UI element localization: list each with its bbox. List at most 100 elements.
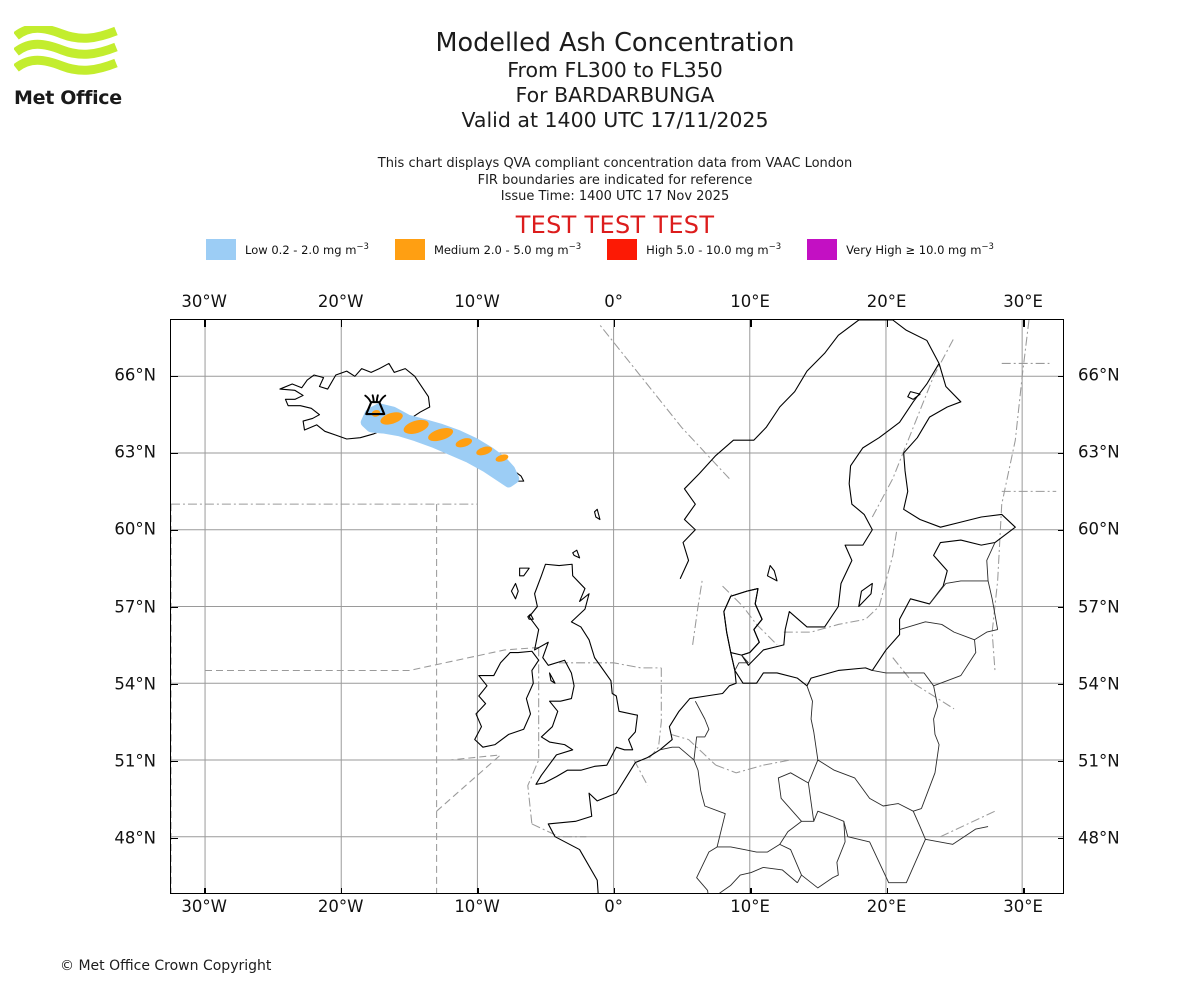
test-banner: TEST TEST TEST [515, 210, 715, 239]
fir-boundary [647, 667, 662, 761]
lon-tick [340, 320, 343, 327]
lon-label-bot: 20°W [317, 897, 364, 916]
copyright-notice: © Met Office Crown Copyright [60, 958, 272, 974]
coastline-island [766, 564, 778, 582]
legend-low: Low 0.2 - 2.0 mg m−3 [206, 239, 369, 260]
ash-medium-blob [403, 419, 429, 434]
country-border [807, 759, 922, 812]
lon-label-top: 10°E [730, 292, 770, 311]
coastline-france-iberia [547, 792, 599, 893]
lon-label-bot: 30°E [1003, 897, 1043, 916]
lat-tick [1058, 375, 1063, 378]
country-border [929, 580, 989, 605]
met-office-logo: Met Office [13, 23, 134, 112]
lat-tick [1058, 452, 1063, 455]
coastline-great-britain [528, 563, 639, 785]
fir-boundary [436, 754, 501, 812]
fir-boundary [940, 810, 996, 838]
title-block: Modelled Ash Concentration From FL300 to… [150, 28, 1080, 133]
met-office-logo-text: Met Office [14, 87, 122, 109]
note-qva: This chart displays QVA compliant concen… [377, 156, 853, 171]
country-border [872, 670, 940, 809]
ash-medium-blob [495, 454, 509, 462]
legend-medium-label: Medium 2.0 - 5.0 mg m−3 [433, 242, 582, 257]
country-border [899, 621, 975, 641]
lon-tick [886, 888, 889, 893]
lat-tick [171, 683, 178, 686]
lon-tick [886, 320, 889, 327]
lat-tick [171, 375, 178, 378]
lon-label-top: 30°E [1003, 292, 1043, 311]
country-border [717, 843, 802, 883]
volcano-plume-icon [371, 394, 375, 403]
lat-tick [171, 837, 178, 840]
volcano-marker [364, 394, 387, 416]
lat-label-left: 66°N [114, 365, 156, 385]
ash-medium-blob [380, 412, 403, 425]
fir-boundary [722, 585, 778, 646]
fir-boundary [692, 580, 703, 645]
lon-label-bot: 10°W [454, 897, 500, 916]
fir-boundary [783, 606, 880, 633]
coastline-island [572, 549, 581, 559]
legend-medium: Medium 2.0 - 5.0 mg m−3 [394, 239, 582, 260]
coastline-island [510, 582, 519, 600]
coastline-island [527, 613, 534, 620]
volcano-plume-icon [375, 394, 379, 403]
lon-tick [477, 320, 479, 327]
lon-tick [613, 320, 616, 327]
country-border [779, 810, 989, 884]
lat-tick [171, 529, 178, 532]
fir-boundary [205, 646, 539, 671]
lat-tick [1058, 529, 1063, 532]
lat-label-left: 51°N [114, 751, 156, 771]
fir-boundary [871, 337, 955, 518]
fir-boundary [527, 647, 540, 824]
lat-label-right: 66°N [1078, 365, 1120, 385]
lat-tick [1058, 606, 1063, 609]
fir-boundary [559, 662, 662, 669]
lon-label-bot: 30°W [181, 897, 227, 916]
ash-medium-blob [455, 438, 473, 448]
fir-boundary [892, 657, 955, 710]
lat-tick [1058, 683, 1063, 686]
volcano-plume-icon [364, 394, 372, 404]
fir-boundary [205, 754, 501, 761]
lon-label-top: 0° [604, 292, 623, 311]
fir-boundary [633, 759, 649, 786]
legend-high: High 5.0 - 10.0 mg m−3 [607, 239, 781, 260]
coastline-iceland [279, 362, 431, 440]
lon-label-top: 20°E [866, 292, 907, 311]
note-issue-time: Issue Time: 1400 UTC 17 Nov 2025 [500, 189, 730, 204]
country-border [734, 662, 749, 671]
lat-tick [171, 606, 178, 609]
coastline-gotland [858, 582, 873, 608]
notes-block: This chart displays QVA compliant concen… [150, 156, 1080, 240]
lon-label-top: 30°W [181, 292, 227, 311]
lat-label-right: 57°N [1078, 597, 1120, 616]
country-border [777, 772, 815, 822]
country-border [986, 542, 999, 630]
lat-label-right: 63°N [1078, 442, 1120, 462]
map-container: 30°W 30°W 20°W 20°W 10°W 10°W 0° 0° 10°E 10°E 20°E… [114, 292, 1119, 916]
coastline-denmark [723, 588, 763, 656]
fir-boundary [763, 759, 818, 766]
lon-tick [613, 888, 616, 893]
lon-tick [750, 320, 752, 327]
fir-boundary [599, 324, 730, 480]
legend-low-swatch [206, 239, 237, 260]
lat-label-left: 60°N [114, 519, 156, 539]
map-canvas [171, 320, 1063, 893]
lon-label-bot: 10°E [730, 897, 770, 916]
legend-very-high-swatch [807, 239, 838, 260]
lon-label-top: 10°W [454, 292, 500, 311]
lat-label-left: 48°N [114, 828, 156, 848]
country-border [741, 654, 749, 664]
legend-high-label: High 5.0 - 10.0 mg m−3 [646, 242, 782, 257]
coastline-ireland [474, 650, 540, 748]
fir-boundary [878, 529, 898, 607]
lat-label-left: 57°N [114, 597, 156, 616]
lon-tick [1023, 888, 1025, 893]
ash-medium-blob [476, 446, 493, 456]
fir-boundaries [171, 320, 1057, 893]
